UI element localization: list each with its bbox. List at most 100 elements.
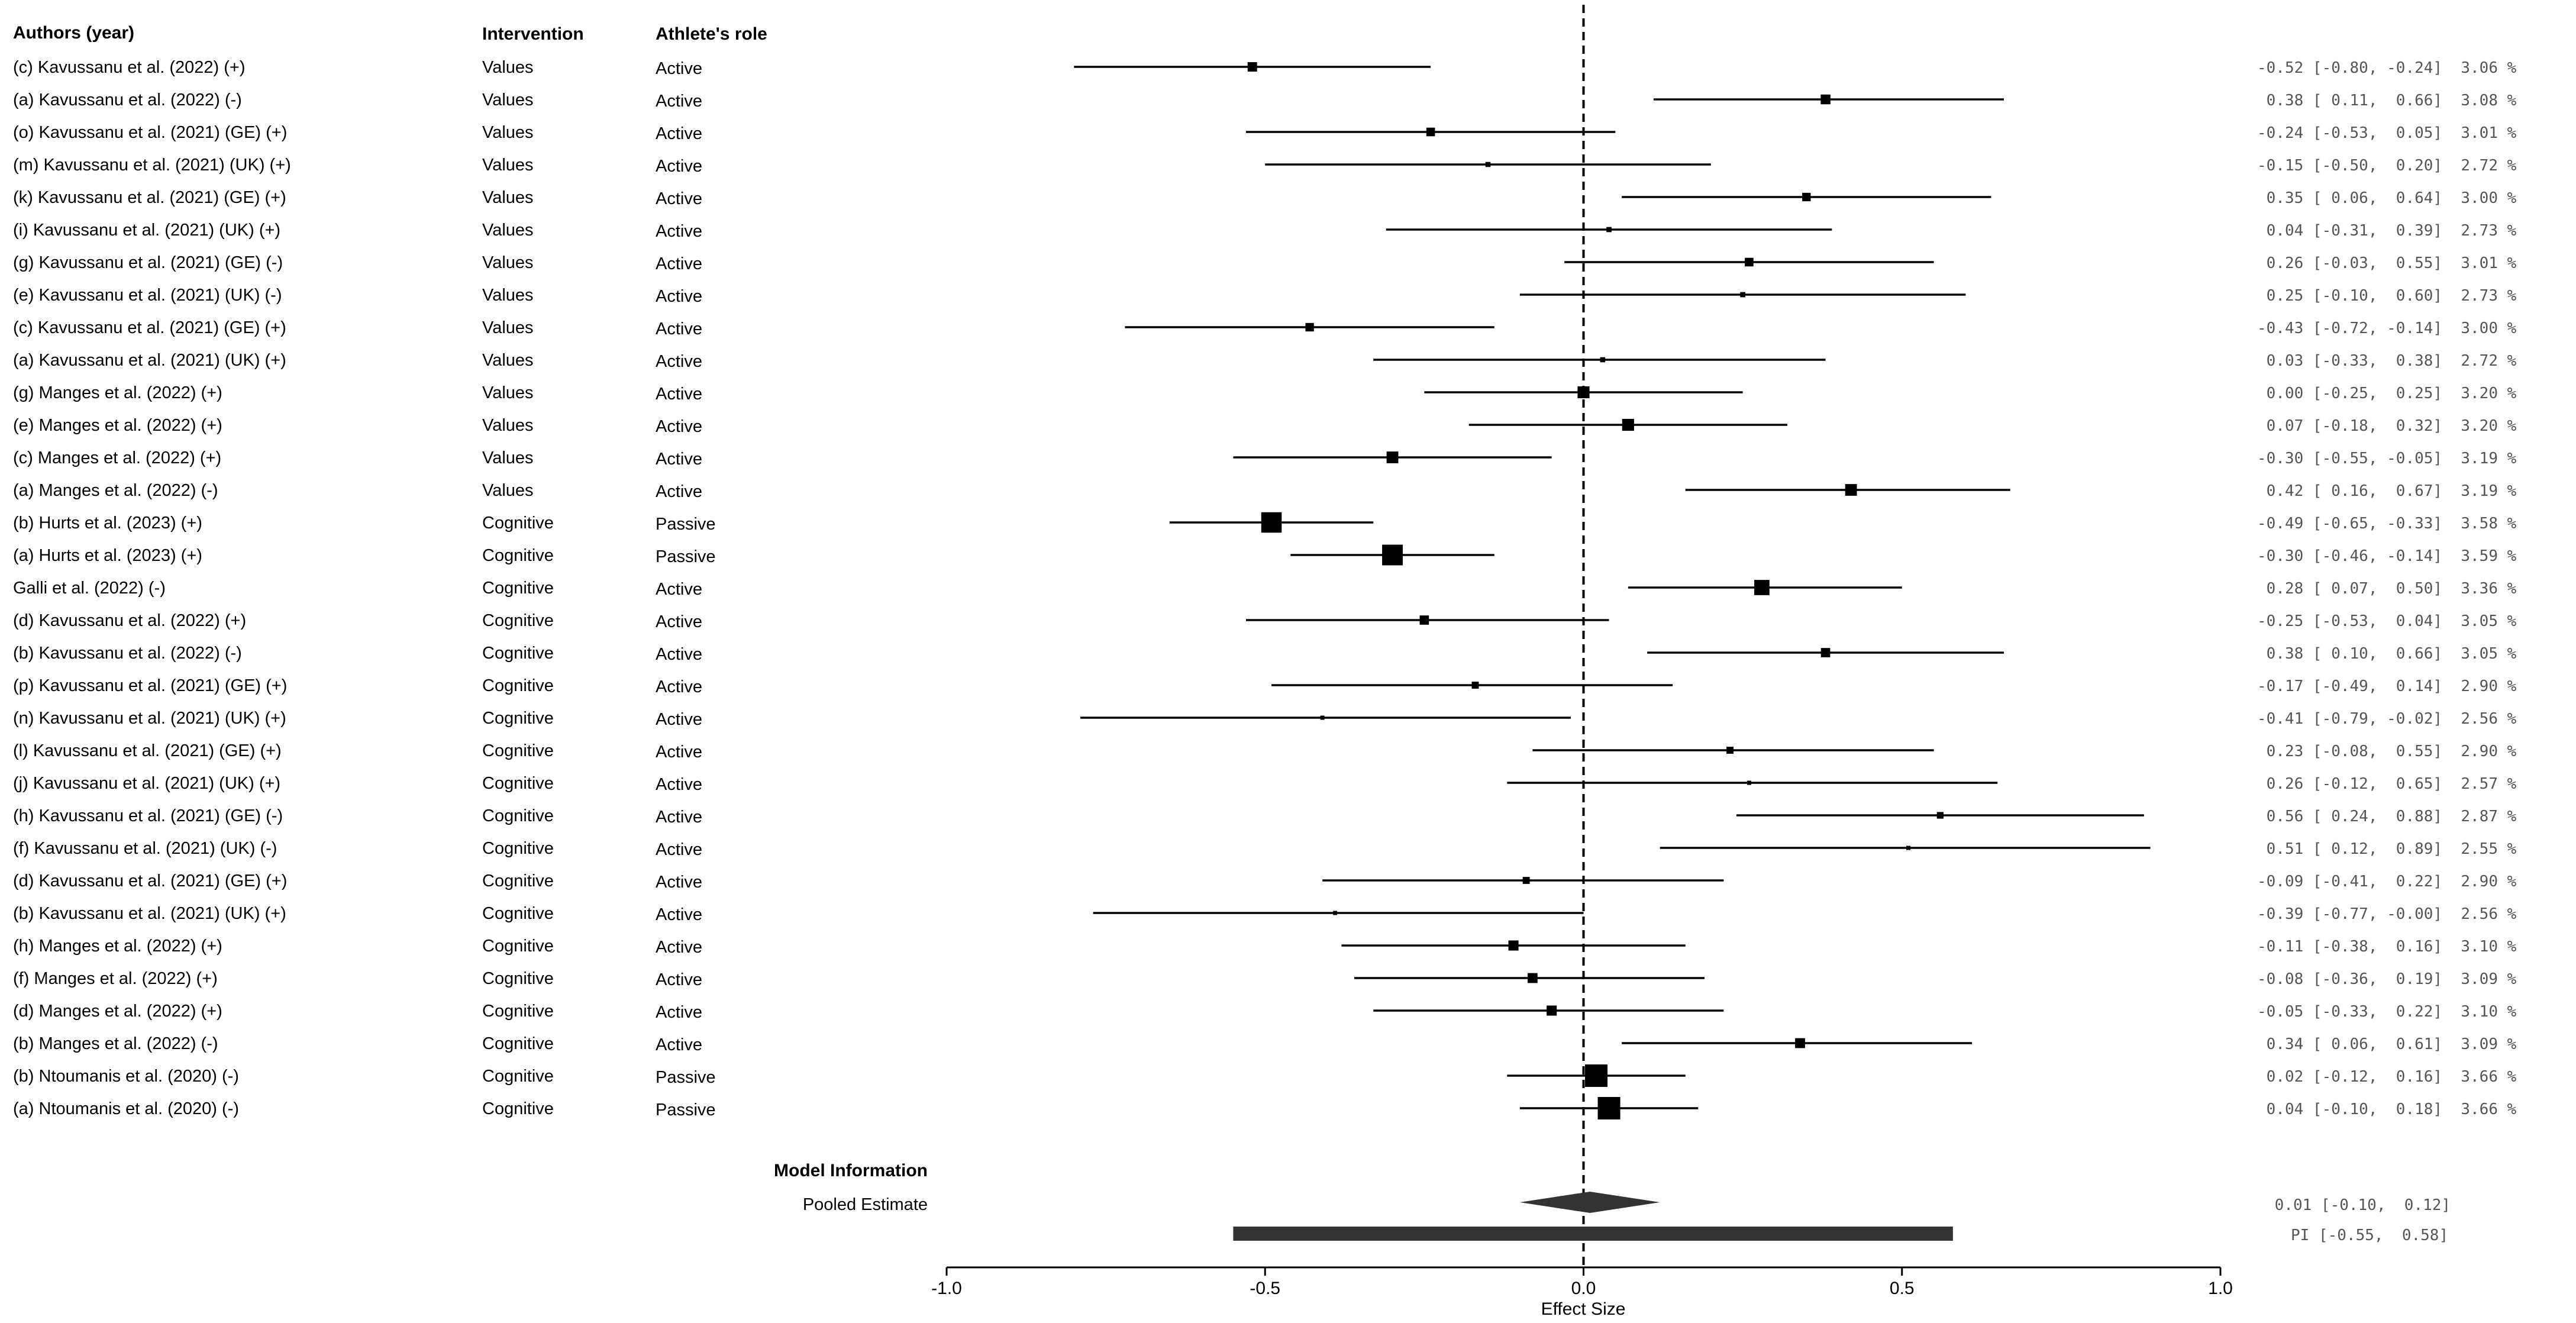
study-estimate-text: 0.28 [ 0.07, 0.50] 3.36 %	[2257, 580, 2517, 598]
study-row: (e) Kavussanu et al. (2021) (UK) (-) Valu…	[13, 286, 2517, 306]
study-point-marker	[1740, 292, 1745, 298]
study-role: Active	[656, 482, 702, 501]
study-label: (h) Manges et al. (2022) (+)	[13, 937, 222, 956]
study-estimate-text: 0.23 [-0.08, 0.55] 2.90 %	[2257, 743, 2517, 760]
study-intervention: Cognitive	[482, 1099, 554, 1118]
study-row: (d) Manges et al. (2022) (+) Cognitive Act…	[13, 1002, 2517, 1022]
x-axis-title: Effect Size	[1541, 1299, 1626, 1319]
study-role: Active	[656, 417, 702, 436]
pooled-estimate-diamond	[1519, 1192, 1660, 1213]
study-label: (f) Manges et al. (2022) (+)	[13, 969, 218, 988]
study-point-marker	[1906, 846, 1911, 850]
study-point-marker	[1485, 162, 1491, 167]
model-information-heading: Model Information	[774, 1161, 928, 1180]
study-row: (k) Kavussanu et al. (2021) (GE) (+) Valu…	[13, 188, 2517, 208]
column-headers: Authors (year) Intervention Athlete's ro…	[13, 23, 767, 44]
study-role: Active	[656, 59, 702, 78]
study-point-marker	[1547, 1005, 1557, 1016]
study-label: (e) Manges et al. (2022) (+)	[13, 416, 222, 435]
x-tick-label: 0.0	[1571, 1279, 1596, 1298]
study-estimate-text: -0.09 [-0.41, 0.22] 2.90 %	[2257, 873, 2517, 890]
study-intervention: Cognitive	[482, 741, 554, 760]
study-point-marker	[1320, 715, 1325, 720]
study-row: (a) Ntoumanis et al. (2020) (-) Cognitive…	[13, 1097, 2517, 1119]
study-point-marker	[1820, 94, 1831, 105]
study-row: (c) Kavussanu et al. (2022) (+) Values Act…	[13, 58, 2517, 78]
x-tick-label: -0.5	[1250, 1279, 1280, 1298]
study-intervention: Values	[482, 253, 534, 272]
study-role: Active	[656, 385, 702, 404]
study-point-marker	[1471, 682, 1479, 689]
study-label: (f) Kavussanu et al. (2021) (UK) (-)	[13, 839, 277, 858]
study-intervention: Values	[482, 481, 534, 500]
study-role: Active	[656, 938, 702, 957]
study-point-marker	[1802, 192, 1811, 202]
study-intervention: Values	[482, 383, 534, 402]
study-row: (m) Kavussanu et al. (2021) (UK) (+) Valu…	[13, 156, 2517, 176]
study-estimate-text: -0.08 [-0.36, 0.19] 3.09 %	[2257, 970, 2517, 988]
model-information: Model Information Pooled Estimate 0.01 […	[774, 1161, 2451, 1244]
study-point-marker	[1754, 580, 1770, 595]
study-intervention: Cognitive	[482, 676, 554, 695]
study-estimate-text: 0.26 [-0.03, 0.55] 3.01 %	[2257, 254, 2517, 272]
study-estimate-text: -0.17 [-0.49, 0.14] 2.90 %	[2257, 677, 2517, 695]
study-row: (h) Manges et al. (2022) (+) Cognitive Act…	[13, 937, 2517, 957]
study-label: (a) Ntoumanis et al. (2020) (-)	[13, 1099, 239, 1118]
study-role: Active	[656, 254, 702, 273]
study-label: (k) Kavussanu et al. (2021) (GE) (+)	[13, 188, 286, 207]
study-label: (j) Kavussanu et al. (2021) (UK) (+)	[13, 774, 280, 793]
study-point-marker	[1386, 451, 1399, 463]
study-label: (a) Kavussanu et al. (2021) (UK) (+)	[13, 351, 286, 370]
study-role: Active	[656, 189, 702, 208]
prediction-interval-bar	[1233, 1227, 1953, 1241]
study-estimate-text: -0.43 [-0.72, -0.14] 3.00 %	[2257, 320, 2517, 337]
study-point-marker	[1508, 940, 1519, 951]
study-estimate-text: 0.00 [-0.25, 0.25] 3.20 %	[2257, 385, 2517, 402]
study-estimate-text: 0.51 [ 0.12, 0.89] 2.55 %	[2257, 840, 2517, 858]
study-label: (a) Manges et al. (2022) (-)	[13, 481, 218, 500]
study-label: (m) Kavussanu et al. (2021) (UK) (+)	[13, 156, 291, 175]
study-role: Active	[656, 1003, 702, 1022]
study-intervention: Cognitive	[482, 611, 554, 630]
study-role: Active	[656, 124, 702, 143]
study-estimate-text: 0.26 [-0.12, 0.65] 2.57 %	[2257, 775, 2517, 793]
study-estimate-text: -0.15 [-0.50, 0.20] 2.72 %	[2257, 157, 2517, 175]
study-row: (b) Ntoumanis et al. (2020) (-) Cognitive…	[13, 1064, 2517, 1087]
study-label: (c) Kavussanu et al. (2021) (GE) (+)	[13, 318, 286, 337]
study-row: (a) Manges et al. (2022) (-) Values Active…	[13, 481, 2517, 501]
study-label: (e) Kavussanu et al. (2021) (UK) (-)	[13, 286, 282, 305]
study-row: (e) Manges et al. (2022) (+) Values Active…	[13, 416, 2517, 436]
study-point-marker	[1261, 512, 1282, 533]
prediction-interval-text: PI [-0.55, 0.58]	[2291, 1227, 2448, 1244]
study-role: Active	[656, 840, 702, 859]
study-row: (c) Manges et al. (2022) (+) Values Active…	[13, 448, 2517, 469]
study-row: (l) Kavussanu et al. (2021) (GE) (+) Cogn…	[13, 741, 2517, 761]
header-intervention: Intervention	[482, 24, 584, 44]
study-estimate-text: 0.02 [-0.12, 0.16] 3.66 %	[2257, 1068, 2517, 1086]
study-label: (a) Kavussanu et al. (2022) (-)	[13, 91, 242, 109]
study-estimate-text: -0.49 [-0.65, -0.33] 3.58 %	[2257, 515, 2517, 533]
study-label: (g) Kavussanu et al. (2021) (GE) (-)	[13, 253, 283, 272]
study-role: Active	[656, 808, 702, 827]
study-label: (b) Ntoumanis et al. (2020) (-)	[13, 1067, 239, 1086]
study-estimate-text: 0.42 [ 0.16, 0.67] 3.19 %	[2257, 482, 2517, 500]
study-intervention: Cognitive	[482, 904, 554, 923]
study-row: (f) Kavussanu et al. (2021) (UK) (-) Cogn…	[13, 839, 2517, 859]
study-intervention: Cognitive	[482, 774, 554, 793]
study-intervention: Values	[482, 58, 534, 77]
study-intervention: Cognitive	[482, 937, 554, 956]
study-label: (b) Hurts et al. (2023) (+)	[13, 514, 202, 533]
study-estimate-text: 0.34 [ 0.06, 0.61] 3.09 %	[2257, 1035, 2517, 1053]
study-row: (j) Kavussanu et al. (2021) (UK) (+) Cogn…	[13, 774, 2517, 794]
study-row: (g) Manges et al. (2022) (+) Values Active…	[13, 383, 2517, 404]
study-point-marker	[1522, 877, 1530, 884]
study-point-marker	[1606, 227, 1612, 233]
study-role: Active	[656, 1035, 702, 1054]
study-label: (d) Kavussanu et al. (2022) (+)	[13, 611, 246, 630]
study-row: (f) Manges et al. (2022) (+) Cognitive Act…	[13, 969, 2517, 989]
study-estimate-text: 0.56 [ 0.24, 0.88] 2.87 %	[2257, 808, 2517, 825]
header-athlete-role: Athlete's role	[656, 24, 767, 44]
study-role: Active	[656, 450, 702, 469]
study-intervention: Values	[482, 221, 534, 240]
study-row: (d) Kavussanu et al. (2021) (GE) (+) Cogn…	[13, 872, 2517, 892]
